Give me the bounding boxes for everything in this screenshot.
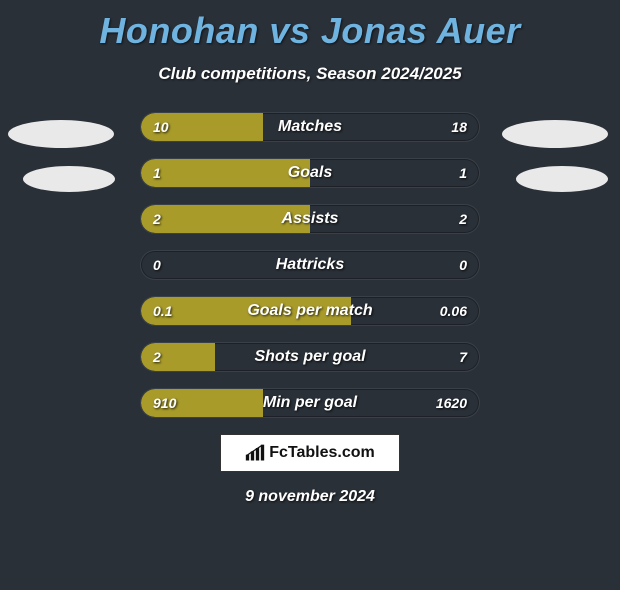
player-right-placeholder-1	[502, 120, 608, 148]
stat-bar-label: Goals	[141, 159, 479, 187]
stat-bar-left-value: 0	[153, 251, 161, 279]
stat-bar-right-value: 1620	[436, 389, 467, 417]
chart-icon	[245, 444, 265, 462]
compare-area: Matches1018Goals11Assists22Hattricks00Go…	[0, 112, 620, 418]
stat-bar-right-value: 7	[459, 343, 467, 371]
stat-bar-right-value: 2	[459, 205, 467, 233]
stat-bar-left-value: 2	[153, 205, 161, 233]
stat-bar: Matches10 18	[140, 112, 480, 142]
stat-bar-right-value: 0	[459, 251, 467, 279]
stat-bar-right-value: 0.06	[440, 297, 467, 325]
stat-bar: Min per goal910 1620	[140, 388, 480, 418]
footer-date: 9 november 2024	[0, 488, 620, 506]
stat-bar-label: Min per goal	[141, 389, 479, 417]
stat-bar-label: Assists	[141, 205, 479, 233]
stat-bar-label: Hattricks	[141, 251, 479, 279]
stat-bar: Hattricks0 0	[140, 250, 480, 280]
stat-bar: Goals per match0.1 0.06	[140, 296, 480, 326]
stat-bar-left-value: 10	[153, 113, 169, 141]
stat-bar: Shots per goal2 7	[140, 342, 480, 372]
player-left-placeholder-1	[8, 120, 114, 148]
player-left-placeholder-2	[23, 166, 115, 192]
stat-bar-right-value: 18	[451, 113, 467, 141]
stat-bar-left-value: 1	[153, 159, 161, 187]
page-title: Honohan vs Jonas Auer	[0, 10, 620, 52]
player-right-placeholder-2	[516, 166, 608, 192]
stat-bar-label: Goals per match	[141, 297, 479, 325]
stat-bar-left-value: 2	[153, 343, 161, 371]
stat-bar: Assists2 2	[140, 204, 480, 234]
stat-bar-label: Matches	[141, 113, 479, 141]
page-subtitle: Club competitions, Season 2024/2025	[0, 64, 620, 84]
stat-bar: Goals1 1	[140, 158, 480, 188]
stat-bar-label: Shots per goal	[141, 343, 479, 371]
site-logo: FcTables.com	[220, 434, 400, 472]
stat-bar-left-value: 910	[153, 389, 176, 417]
logo-text: FcTables.com	[269, 444, 375, 462]
stat-bar-left-value: 0.1	[153, 297, 172, 325]
comparison-bars: Matches1018Goals11Assists22Hattricks00Go…	[140, 112, 480, 418]
stat-bar-right-value: 1	[459, 159, 467, 187]
